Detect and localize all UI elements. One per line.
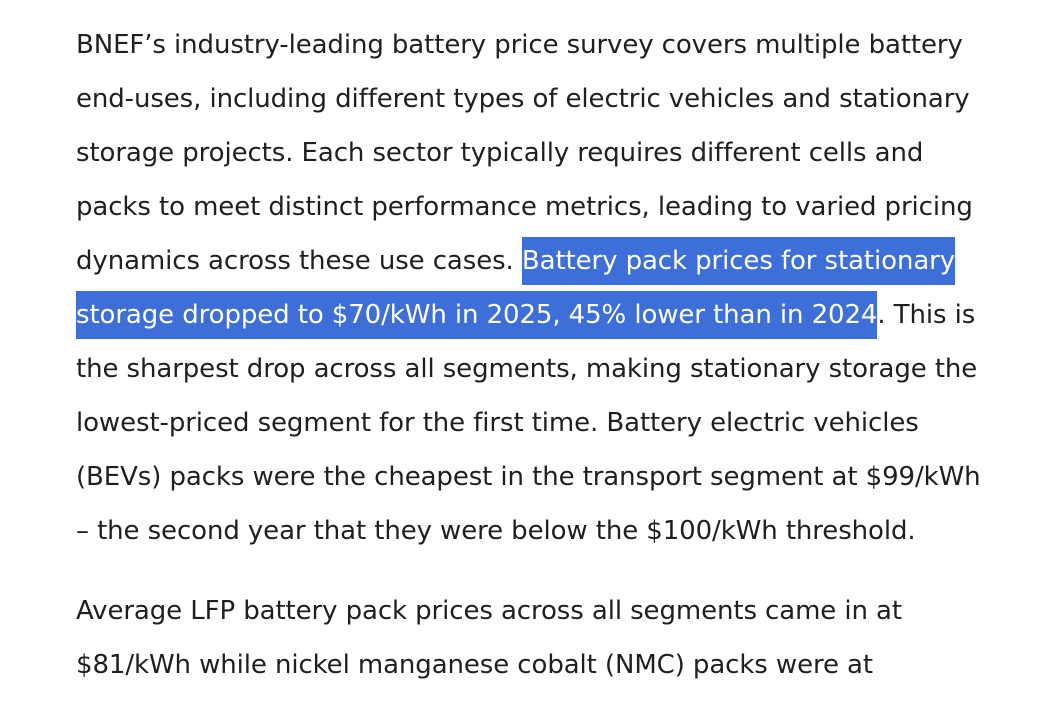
text-line: storage dropped to $70/kWh in 2025, 45% … [76, 288, 1028, 342]
text-line: – the second year that they were below t… [76, 516, 916, 546]
text-line: Average LFP battery pack prices across a… [76, 596, 902, 626]
paragraph-battery-price-survey: BNEF’s industry-leading battery price su… [76, 18, 1028, 558]
text-line: (BEVs) packs were the cheapest in the tr… [76, 462, 981, 492]
paragraph-lfp-nmc-prices: Average LFP battery pack prices across a… [76, 584, 1028, 692]
text-line: $81/kWh while nickel manganese cobalt (N… [76, 650, 873, 680]
text-segment: dynamics across these use cases. [76, 246, 522, 276]
text-segment: . This is [877, 300, 976, 330]
text-line: packs to meet distinct performance metri… [76, 192, 973, 222]
selected-text[interactable]: storage dropped to $70/kWh in 2025, 45% … [76, 291, 877, 339]
article-body: BNEF’s industry-leading battery price su… [76, 18, 1028, 718]
text-line: storage projects. Each sector typically … [76, 138, 924, 168]
text-line: dynamics across these use cases. Battery… [76, 234, 1028, 288]
text-line: the sharpest drop across all segments, m… [76, 354, 978, 384]
text-line: end-uses, including different types of e… [76, 84, 970, 114]
text-line: BNEF’s industry-leading battery price su… [76, 30, 963, 60]
text-line: lowest-priced segment for the first time… [76, 408, 919, 438]
selected-text[interactable]: Battery pack prices for stationary [521, 237, 955, 285]
